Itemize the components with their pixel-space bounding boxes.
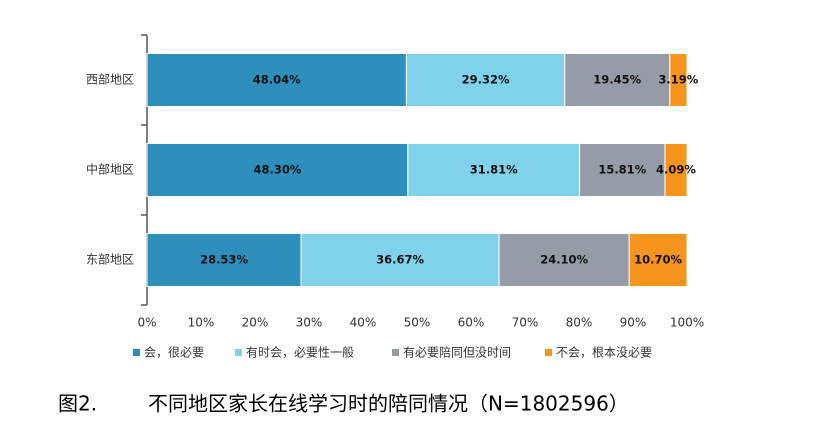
value-label: 48.30%	[253, 163, 301, 177]
value-label: 48.04%	[253, 73, 301, 87]
figure-number: 图2.	[58, 392, 97, 416]
bar-segment	[564, 53, 671, 107]
bar-segment	[579, 143, 666, 197]
value-label: 36.67%	[376, 253, 424, 267]
legend-label: 会，很必要	[144, 346, 204, 360]
bar-segment	[146, 53, 407, 107]
chart-title: 不同地区家长在线学习时的陪同情况（N=1802596）	[148, 392, 629, 416]
bar-segment	[146, 233, 302, 287]
category-axis	[141, 34, 148, 306]
bar-segment	[664, 143, 688, 197]
x-tick-label: 0%	[137, 316, 156, 330]
x-tick-label: 10%	[188, 316, 215, 330]
x-tick-label: 40%	[350, 316, 377, 330]
value-label: 19.45%	[593, 73, 641, 87]
bar-segment	[498, 233, 630, 287]
value-label: 28.53%	[200, 253, 248, 267]
bar-segment	[628, 233, 688, 287]
value-label: 15.81%	[598, 163, 646, 177]
value-label: 4.09%	[656, 163, 696, 177]
x-tick-label: 70%	[512, 316, 539, 330]
x-tick-label: 50%	[404, 316, 431, 330]
x-tick-label: 100%	[670, 316, 704, 330]
bar-segment	[669, 53, 688, 107]
legend-swatch	[392, 349, 399, 356]
value-label: 10.70%	[634, 253, 682, 267]
legend-swatch	[235, 349, 242, 356]
legend-label: 有必要陪同但没时间	[403, 345, 511, 360]
value-label: 29.32%	[462, 73, 510, 87]
x-tick-label: 90%	[620, 316, 647, 330]
x-tick-label: 60%	[458, 316, 485, 330]
legend-swatch	[545, 349, 552, 356]
y-tick-label: 西部地区	[86, 72, 134, 87]
x-tick-label: 80%	[566, 316, 593, 330]
bar-segment	[405, 53, 566, 107]
legend-label: 不会，根本没必要	[556, 345, 652, 360]
value-label: 24.10%	[540, 253, 588, 267]
y-tick-label: 中部地区	[86, 162, 134, 177]
legend-label: 有时会，必要性一般	[246, 345, 354, 360]
x-tick-label: 20%	[242, 316, 269, 330]
legend-swatch	[133, 349, 140, 356]
value-label: 31.81%	[470, 163, 518, 177]
value-label: 3.19%	[658, 73, 698, 87]
x-tick-label: 30%	[296, 316, 323, 330]
y-tick-label: 东部地区	[86, 252, 134, 267]
